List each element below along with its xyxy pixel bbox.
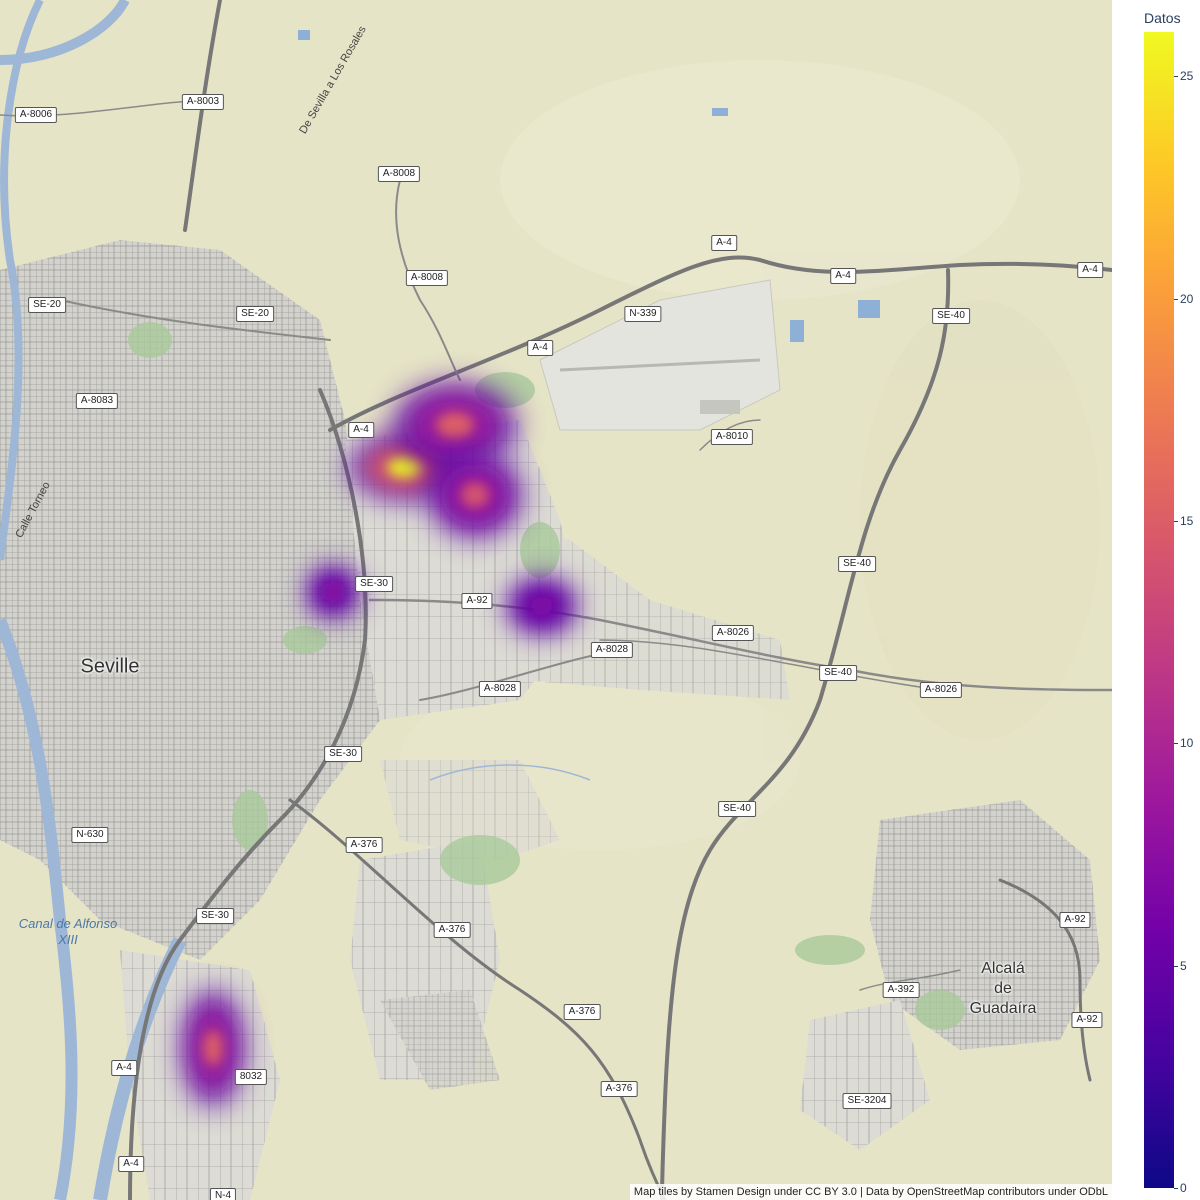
basemap	[0, 0, 1112, 1200]
road-shield-se40-south: SE-40	[718, 801, 756, 817]
stream	[429, 764, 591, 781]
guadalquivir-south	[93, 936, 187, 1200]
sevilla-este-urban	[380, 760, 560, 860]
colorbar-tick-mark	[1174, 965, 1178, 967]
road-shield-a8028-east: A-8028	[590, 642, 634, 658]
guadalquivir-river	[0, 0, 44, 561]
roads	[0, 0, 1112, 1200]
road-shield-a8028-west: A-8028	[478, 681, 522, 697]
a392-road	[859, 969, 961, 991]
road-shield-a8010: A-8010	[710, 429, 754, 445]
water-label-canal: Canal de Alfonso XIII	[18, 916, 118, 947]
colorbar-tick-mark	[1174, 1188, 1178, 1189]
road-shield-a4-ne2: A-4	[830, 268, 856, 284]
density-hotspot-core	[460, 481, 490, 509]
road-shield-a4-ne1: A-4	[711, 235, 737, 251]
road-shield-a4-west: A-4	[348, 422, 374, 438]
density-hotspot-core	[530, 596, 554, 616]
colorbar-tick-label: 0	[1180, 1181, 1187, 1195]
road-shield-n339: N-339	[624, 306, 662, 322]
road-shield-a8026-east: A-8026	[919, 682, 963, 698]
density-hotspot	[305, 564, 361, 620]
road-shield-a4-mid: A-4	[527, 340, 553, 356]
road-shield-se20-east: SE-20	[236, 306, 274, 322]
colorbar: Datos 25 20 15 10 5 0	[1112, 0, 1200, 1200]
colorbar-tick-label: 20	[1180, 291, 1194, 306]
colorbar-tick-mark	[1174, 521, 1178, 523]
road-shield-a8006: A-8006	[14, 107, 58, 123]
a376-road	[288, 798, 667, 1200]
density-hotspot-core	[324, 583, 342, 601]
a4-ne-road	[328, 255, 1112, 432]
density-hotspot	[391, 381, 519, 469]
place-label-seville: Seville	[80, 655, 140, 678]
a92-east-road	[998, 878, 1092, 1082]
water	[0, 0, 591, 1200]
a8008-road	[395, 179, 461, 381]
place-label-alcala: Alcalá de Guadaíra	[969, 960, 1037, 1017]
parks	[128, 322, 965, 1030]
colorbar-tick-label: 15	[1180, 514, 1194, 529]
road-shield-a8008-north: A-8008	[377, 166, 421, 182]
map-canvas[interactable]: Seville Alcalá de Guadaíra Canal de Alfo…	[0, 0, 1112, 1200]
colorbar-tick-label: 5	[1180, 958, 1187, 973]
road-shield-a8008-mid: A-8008	[405, 270, 449, 286]
road-shield-a376-sw: A-376	[600, 1081, 638, 1097]
alcala-south-urban	[800, 1000, 930, 1150]
se30-road	[128, 388, 368, 1200]
road-shield-a376-south: A-376	[563, 1004, 601, 1020]
road-shield-a8083: A-8083	[75, 393, 119, 409]
colorbar-tick-mark	[1174, 76, 1178, 78]
road-shield-a376-mid: A-376	[433, 922, 471, 938]
density-hotspot-core	[387, 456, 423, 478]
road-shield-a4-east: A-4	[1077, 262, 1103, 278]
road-shield-a4-south: A-4	[111, 1060, 137, 1076]
road-shield-se40-north: SE-40	[932, 308, 970, 324]
road-shield-a392: A-392	[882, 982, 920, 998]
a8026-road	[599, 639, 941, 691]
colorbar-tick-mark	[1174, 298, 1178, 300]
road-shield-a92-southeast: A-92	[1071, 1012, 1103, 1028]
density-hotspot-core	[203, 1029, 223, 1067]
road-shield-a92-east: A-92	[1059, 912, 1091, 928]
colorbar-tick-label: 10	[1180, 736, 1194, 751]
road-shield-a92-west: A-92	[461, 593, 493, 609]
road-shield-se40-mid: SE-40	[838, 556, 876, 572]
water-bodies	[298, 30, 880, 342]
density-hotspot	[180, 988, 246, 1108]
road-shield-n630: N-630	[71, 827, 109, 843]
road-shield-se30-south: SE-30	[196, 908, 234, 924]
a8010-road	[699, 419, 761, 451]
density-hotspot	[505, 576, 579, 636]
road-shield-a376-north: A-376	[345, 837, 383, 853]
map-attribution[interactable]: Map tiles by Stamen Design under CC BY 3…	[629, 1184, 1112, 1200]
road-shield-se20-west: SE-20	[28, 297, 66, 313]
urban-areas	[0, 240, 1100, 1200]
density-layer	[180, 381, 579, 1108]
density-hotspot-core	[435, 411, 475, 439]
road-shield-se30-north: SE-30	[355, 576, 393, 592]
colorbar-gradient	[1144, 32, 1174, 1188]
se20-road	[59, 299, 331, 341]
se40-road	[660, 268, 951, 1200]
road-shield-a4-bottom: A-4	[118, 1156, 144, 1172]
river-upper	[0, 0, 130, 65]
road-shield-n4: N-4	[209, 1188, 237, 1200]
seville-urban	[0, 240, 380, 960]
colorbar-title: Datos	[1144, 10, 1181, 26]
airport	[539, 279, 781, 431]
montequinto-urban	[380, 990, 500, 1090]
road-shield-se40-east: SE-40	[819, 665, 857, 681]
road-shield-a8003: A-8003	[181, 94, 225, 110]
alcala-urban	[870, 800, 1100, 1050]
a4-north-road	[183, 0, 222, 232]
road-shield-a8026-west: A-8026	[711, 625, 755, 641]
density-hotspot	[426, 451, 524, 539]
road-shield-a8032: 8032	[234, 1069, 268, 1085]
road-shield-se3204: SE-3204	[842, 1093, 892, 1109]
colorbar-tick-mark	[1174, 743, 1178, 745]
road-shield-se30-mid: SE-30	[324, 746, 362, 762]
canal-alfonso	[0, 617, 78, 1200]
colorbar-tick-label: 25	[1180, 69, 1194, 84]
